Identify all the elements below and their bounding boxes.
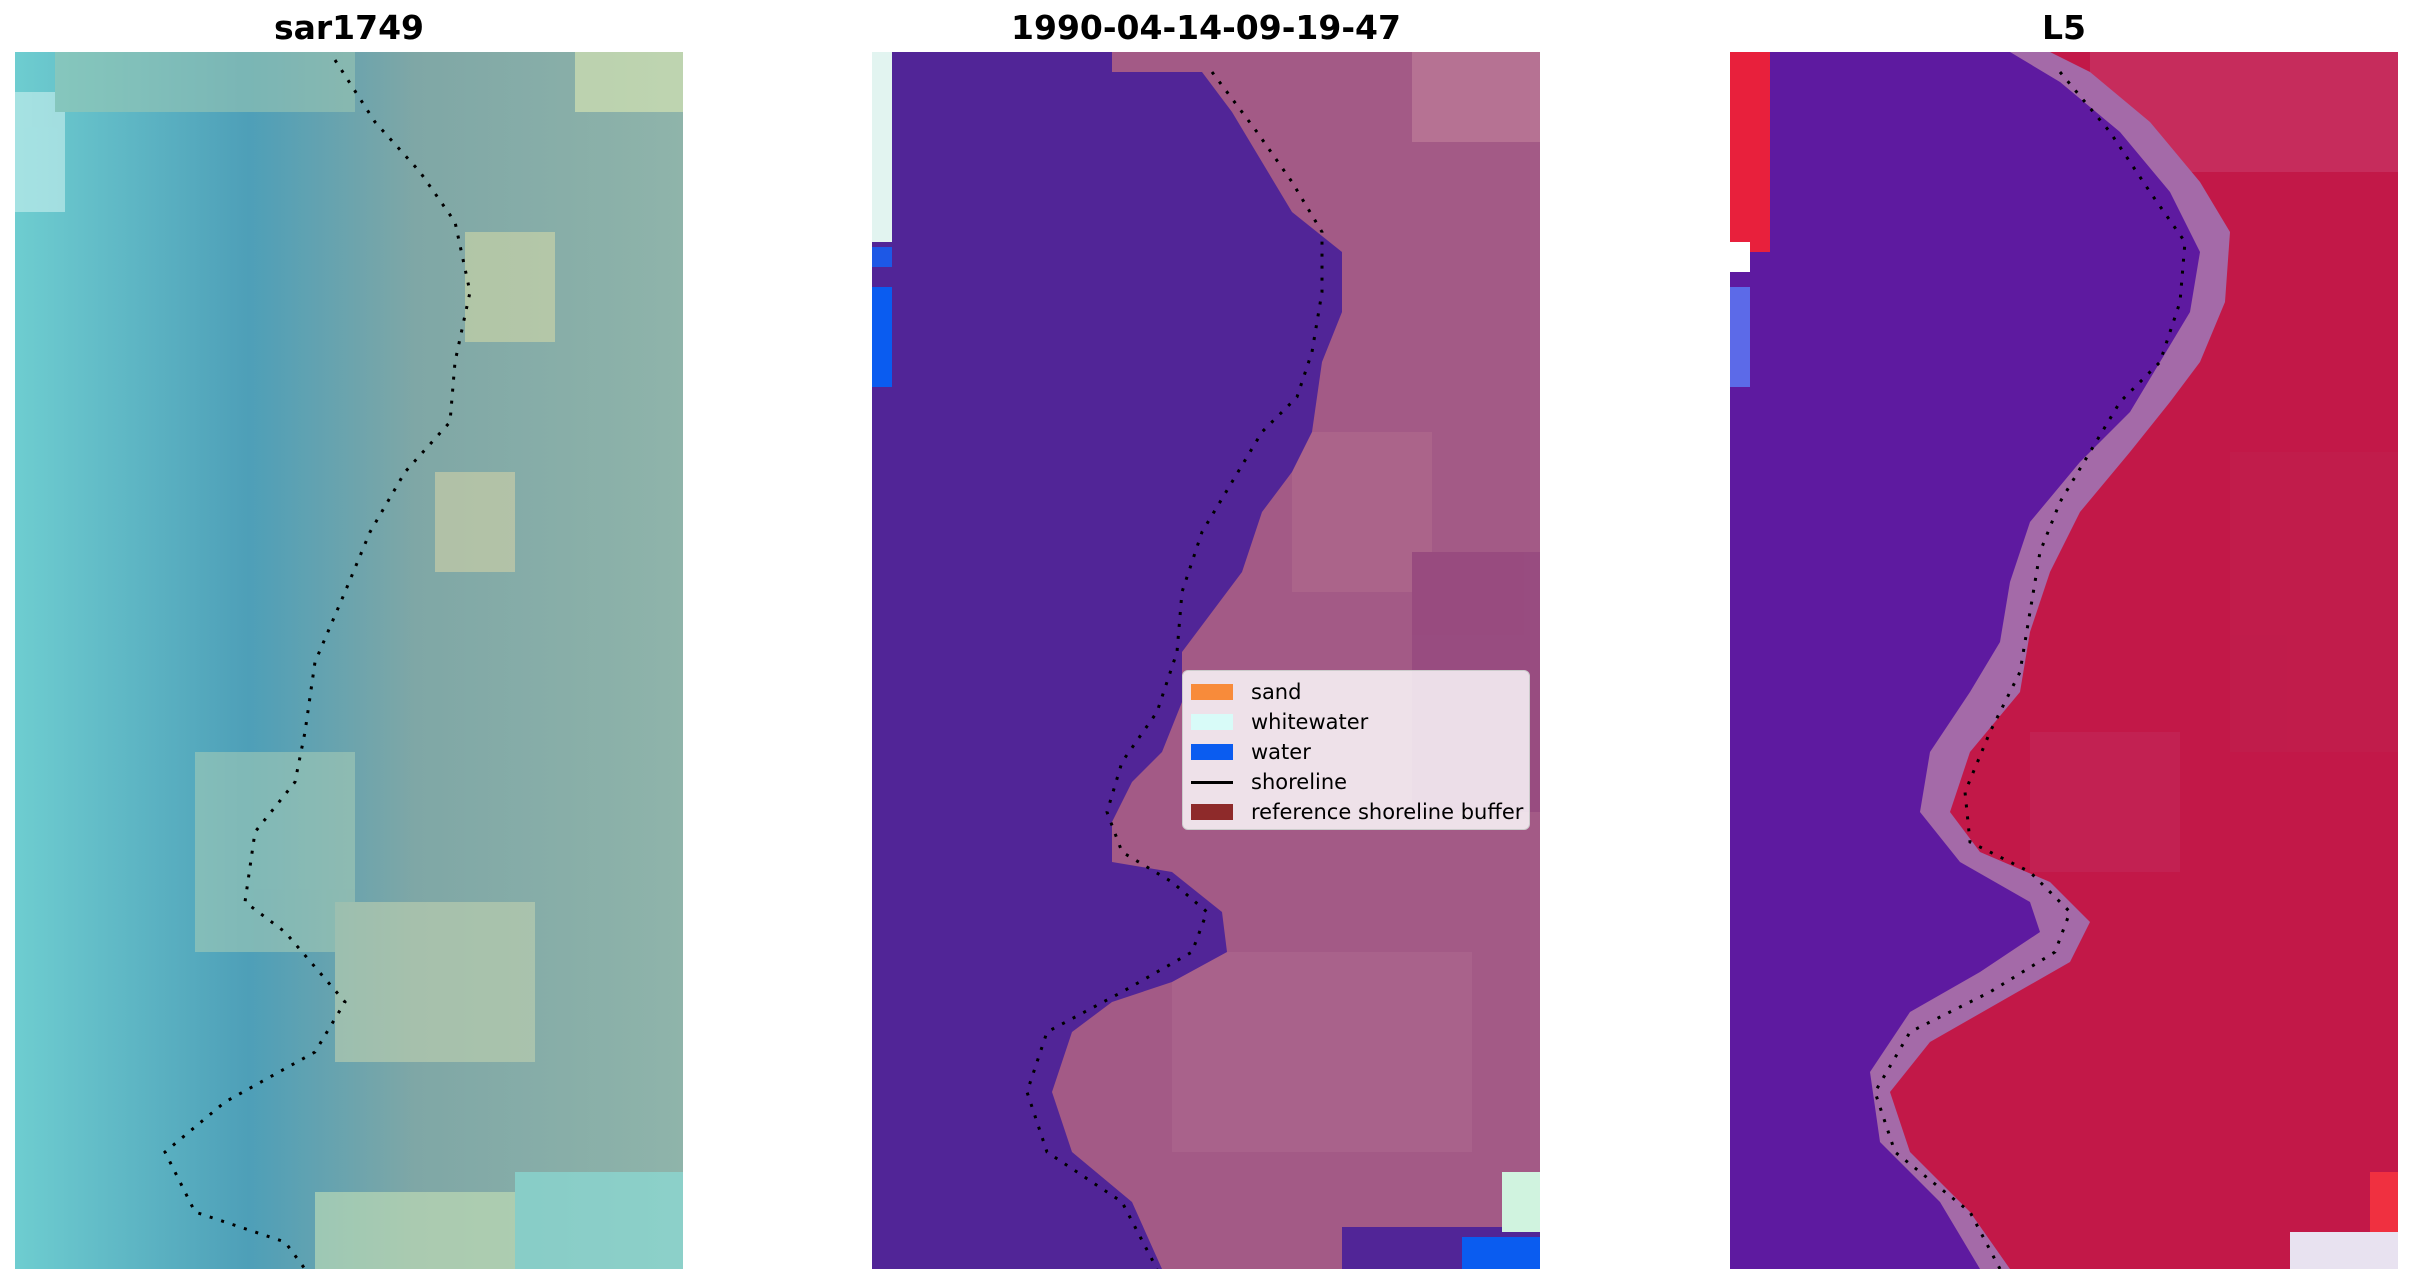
legend-item-reference-buffer: reference shoreline buffer <box>1191 797 1524 827</box>
l5-water-region <box>1730 52 2200 1269</box>
legend-swatch-water <box>1191 744 1233 760</box>
legend-item-water: water <box>1191 737 1521 767</box>
l5-image <box>1730 52 2398 1269</box>
classification-panel <box>872 52 1540 1269</box>
legend-item-whitewater: whitewater <box>1191 707 1521 737</box>
legend-label: water <box>1251 740 1311 764</box>
legend-label: shoreline <box>1251 770 1348 794</box>
classification-water-overlay <box>872 52 1342 1269</box>
classification-shoreline <box>1025 71 1324 1269</box>
legend-swatch-sand <box>1191 684 1233 700</box>
l5-panel <box>1730 52 2398 1269</box>
legend: sand whitewater water shoreline referenc… <box>1182 670 1530 830</box>
legend-swatch-whitewater <box>1191 714 1233 730</box>
panel-title-l5: L5 <box>2042 8 2086 47</box>
legend-label: whitewater <box>1251 710 1369 734</box>
sar-image-panel <box>15 52 683 1269</box>
legend-swatch-reference-buffer <box>1191 804 1233 820</box>
legend-line-shoreline <box>1191 780 1233 784</box>
legend-item-sand: sand <box>1191 677 1521 707</box>
panel-title-sar: sar1749 <box>273 8 425 47</box>
legend-label: reference shoreline buffer <box>1251 800 1524 824</box>
classification-image <box>872 52 1540 1269</box>
sar-image <box>15 52 683 1269</box>
legend-item-shoreline: shoreline <box>1191 767 1521 797</box>
legend-label: sand <box>1251 680 1302 704</box>
panel-title-classification: 1990-04-14-09-19-47 <box>1011 8 1401 47</box>
